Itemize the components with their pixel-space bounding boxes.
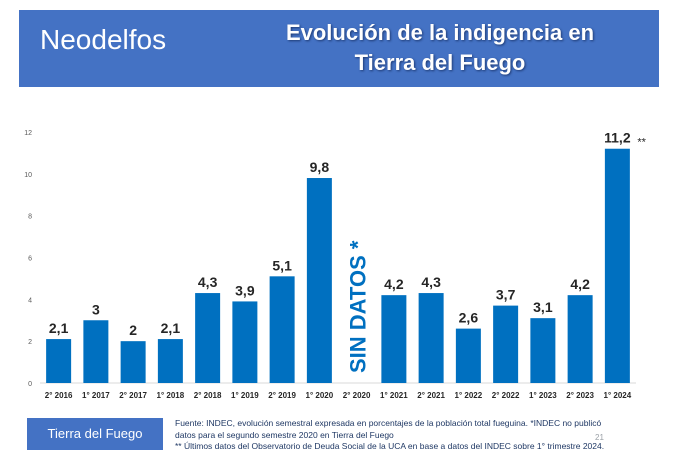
bar: [418, 293, 444, 383]
bar-value-label: 3: [92, 301, 100, 317]
y-tick-label: 2: [28, 339, 32, 346]
bar-value-label: 2,1: [161, 320, 181, 336]
source-note-line-3: ** Últimos datos del Observatorio de Deu…: [175, 441, 605, 451]
bar: [195, 293, 221, 383]
x-tick-label: 2° 2020: [343, 391, 371, 400]
bar-value-label: 2: [129, 322, 137, 338]
source-note-line-1: Fuente: INDEC, evolución semestral expre…: [175, 418, 602, 428]
x-tick-label: 1° 2022: [455, 391, 483, 400]
bar-value-label: 3,9: [235, 282, 255, 298]
bar-value-label: 9,8: [310, 159, 330, 175]
y-tick-label: 8: [28, 214, 32, 221]
bar-value-label: 11,2: [604, 130, 631, 146]
x-tick-label: 1° 2017: [82, 391, 110, 400]
bar: [232, 301, 258, 383]
x-tick-label: 2° 2019: [268, 391, 296, 400]
bar: [604, 148, 630, 383]
bar-value-label: 4,3: [421, 274, 441, 290]
y-tick-label: 12: [24, 130, 32, 137]
bar: [83, 320, 109, 383]
y-tick-label: 6: [28, 256, 32, 263]
chart-title-line-1: Evolución de la indigencia en: [285, 20, 595, 45]
x-tick-label: 2° 2016: [45, 391, 73, 400]
x-tick-label: 2° 2022: [492, 391, 520, 400]
bar: [381, 295, 407, 383]
bar-value-label: 2,6: [459, 310, 479, 326]
bar-value-label: 2,1: [49, 320, 69, 336]
bar: [120, 341, 146, 383]
x-tick-label: 1° 2020: [306, 391, 334, 400]
x-tick-label: 2° 2021: [417, 391, 445, 400]
bar-value-label: 3,7: [496, 287, 516, 303]
bar: [455, 328, 481, 383]
title-banner: [19, 10, 659, 87]
y-tick-label: 4: [28, 297, 32, 304]
bar: [46, 339, 72, 383]
bar: [493, 305, 519, 383]
bar: [567, 295, 593, 383]
bar-value-label: 4,2: [384, 276, 404, 292]
bar: [306, 178, 332, 383]
x-tick-label: 1° 2024: [604, 391, 632, 400]
slide-number: 21: [595, 433, 604, 442]
chart-title-line-2: Tierra del Fuego: [354, 50, 526, 75]
last-bar-footnote-mark: **: [637, 137, 646, 149]
chart-title: Evolución de la indigencia en Tierra del…: [250, 18, 630, 78]
y-tick-label: 0: [28, 381, 32, 388]
bar: [157, 339, 183, 383]
x-tick-label: 1° 2018: [157, 391, 185, 400]
x-tick-label: 1° 2019: [231, 391, 259, 400]
bar-value-label: 3,1: [533, 299, 553, 315]
x-tick-label: 2° 2017: [119, 391, 147, 400]
x-tick-label: 1° 2021: [380, 391, 408, 400]
no-data-annotation: SIN DATOS *: [346, 240, 371, 373]
source-note: Fuente: INDEC, evolución semestral expre…: [175, 418, 655, 453]
brand-logo-text: Neodelfos: [40, 24, 167, 55]
bar-value-label: 4,3: [198, 274, 218, 290]
x-tick-label: 1° 2023: [529, 391, 557, 400]
bar: [530, 318, 556, 383]
source-note-line-2: datos para el segundo semestre 2020 en T…: [175, 429, 394, 440]
bar-value-label: 5,1: [272, 257, 292, 273]
region-label-box: Tierra del Fuego: [27, 418, 163, 450]
bar: [269, 276, 295, 383]
bar-value-label: 4,2: [570, 276, 590, 292]
x-tick-label: 2° 2023: [566, 391, 594, 400]
y-tick-label: 10: [24, 172, 32, 179]
x-tick-label: 2° 2018: [194, 391, 222, 400]
